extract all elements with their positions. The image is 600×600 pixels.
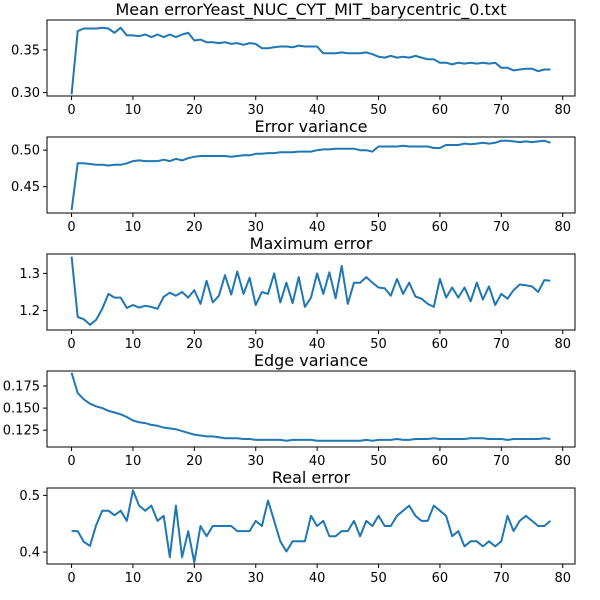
- x-tick-label: 10: [125, 571, 142, 586]
- x-tick-label: 60: [432, 337, 449, 352]
- data-line: [71, 489, 552, 564]
- data-line: [70, 26, 551, 95]
- x-tick-label: 70: [493, 571, 510, 586]
- x-tick-label: 10: [125, 337, 142, 352]
- chart-title: Error variance: [255, 117, 368, 136]
- x-tick-label: 20: [186, 103, 203, 118]
- chart-title: Edge variance: [254, 351, 368, 370]
- x-tick-label: 70: [493, 103, 510, 118]
- chart-title: Maximum error: [250, 234, 373, 253]
- x-tick-label: 60: [432, 454, 449, 469]
- chart-panel-3: Maximum error 0 10 20 30 40 50 60 70 80 1.2 1.3: [19, 234, 576, 352]
- x-tick-label: 80: [554, 571, 571, 586]
- x-tick-label: 50: [370, 571, 387, 586]
- x-tick-label: 50: [370, 454, 387, 469]
- x-tick-label: 20: [186, 571, 203, 586]
- x-tick-label: 40: [309, 220, 326, 235]
- x-tick-label: 50: [370, 103, 387, 118]
- chart-panel-1: Mean errorYeast_NUC_CYT_MIT_barycentric_…: [11, 0, 576, 118]
- axes-frame: [46, 136, 576, 214]
- chart-title: Real error: [272, 468, 351, 487]
- x-tick-label: 60: [432, 220, 449, 235]
- y-tick-label: 0.175: [3, 380, 40, 395]
- data-line: [70, 372, 551, 442]
- x-tick-label: 30: [247, 454, 264, 469]
- y-tick-label: 1.3: [19, 267, 40, 282]
- x-tick-label: 50: [370, 337, 387, 352]
- x-tick-label: 30: [247, 337, 264, 352]
- x-tick-label: 80: [554, 103, 571, 118]
- axes-frame: [46, 370, 576, 448]
- y-tick-label: 0.50: [11, 144, 40, 159]
- y-tick-label: 0.125: [3, 424, 40, 439]
- x-tick-label: 30: [247, 103, 264, 118]
- y-tick-label: 0.4: [19, 546, 40, 561]
- x-tick-label: 0: [67, 337, 75, 352]
- y-tick-label: 0.150: [3, 402, 40, 417]
- chart-panel-2: Error variance 0 10 20 30 40 50 60 70 80 0.45 0.50: [11, 117, 576, 235]
- chart-panel-4: Edge variance 0 10 20 30 40 50 60 70 80 0.125 0.150…: [3, 351, 576, 469]
- chart-title: Mean errorYeast_NUC_CYT_MIT_barycentric_…: [115, 0, 506, 20]
- axes-frame: [46, 487, 576, 565]
- x-tick-label: 0: [67, 103, 75, 118]
- x-tick-label: 80: [554, 454, 571, 469]
- x-tick-label: 40: [309, 571, 326, 586]
- chart-panel-5: Real error 0 10 20 30 40 50 60 70 80 0.4 0.5: [19, 468, 576, 586]
- axes-frame: [46, 253, 576, 331]
- y-tick-label: 0.5: [19, 489, 40, 504]
- x-tick-label: 0: [67, 220, 75, 235]
- data-line: [70, 256, 551, 326]
- x-tick-label: 30: [247, 220, 264, 235]
- data-line: [70, 139, 551, 211]
- y-tick-label: 0.35: [11, 43, 40, 58]
- x-tick-label: 70: [493, 337, 510, 352]
- x-tick-label: 70: [493, 220, 510, 235]
- x-tick-label: 40: [309, 337, 326, 352]
- x-tick-label: 60: [432, 103, 449, 118]
- x-tick-label: 0: [67, 571, 75, 586]
- x-tick-label: 20: [186, 220, 203, 235]
- y-tick-label: 1.2: [19, 304, 40, 319]
- x-tick-label: 50: [370, 220, 387, 235]
- x-tick-label: 60: [432, 571, 449, 586]
- x-tick-label: 0: [67, 454, 75, 469]
- x-tick-label: 10: [125, 220, 142, 235]
- y-tick-label: 0.45: [11, 180, 40, 195]
- x-tick-label: 20: [186, 337, 203, 352]
- x-tick-label: 30: [247, 571, 264, 586]
- x-tick-label: 40: [309, 103, 326, 118]
- x-tick-label: 20: [186, 454, 203, 469]
- x-tick-label: 80: [554, 337, 571, 352]
- y-tick-label: 0.30: [11, 86, 40, 101]
- x-tick-label: 70: [493, 454, 510, 469]
- x-tick-label: 40: [309, 454, 326, 469]
- x-tick-label: 10: [125, 454, 142, 469]
- x-tick-label: 10: [125, 103, 142, 118]
- axes-frame: [46, 19, 576, 97]
- x-tick-label: 80: [554, 220, 571, 235]
